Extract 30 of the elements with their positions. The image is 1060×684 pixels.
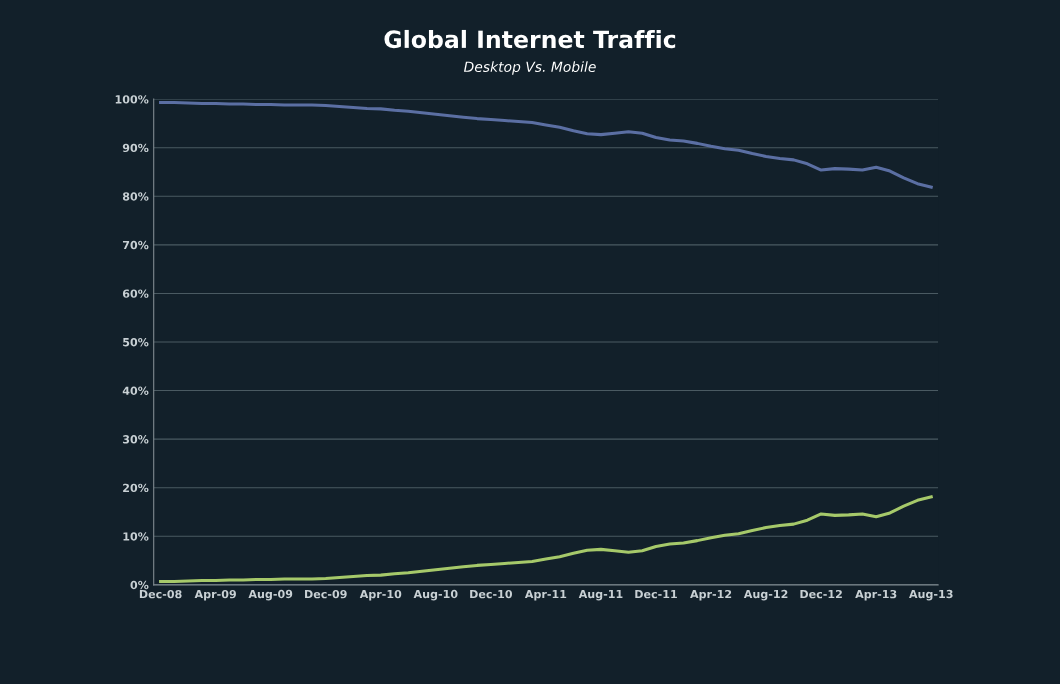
x-tick-label: Dec-11 xyxy=(635,590,677,599)
x-tick-label: Aug-12 xyxy=(743,589,788,601)
y-tick-label: 80% xyxy=(122,192,149,201)
line-series xyxy=(159,495,933,583)
x-tick-label: Dec-09 xyxy=(305,589,347,599)
x-tick-label: Apr-10 xyxy=(359,589,402,601)
line-series xyxy=(159,101,933,189)
x-tick-label: Aug-13 xyxy=(909,589,953,601)
x-tick-label: Aug-09 xyxy=(248,589,293,601)
y-tick-label: 60% xyxy=(122,289,149,298)
y-tick-label: 90% xyxy=(122,143,149,153)
x-tick-label: Aug-11 xyxy=(578,589,623,601)
x-tick-label: Apr-12 xyxy=(690,589,732,601)
y-tick-label: 40% xyxy=(122,386,149,395)
chart-title: Global Internet Traffic xyxy=(384,29,676,49)
x-tick-label: Apr-11 xyxy=(524,590,567,601)
y-tick-label: 20% xyxy=(123,483,149,493)
y-tick-label: 10% xyxy=(123,532,149,541)
x-tick-label: Dec-08 xyxy=(139,589,182,599)
x-tick-label: Apr-09 xyxy=(194,589,236,601)
y-tick-label: 30% xyxy=(122,435,149,444)
y-tick-label: 50% xyxy=(123,337,149,347)
y-tick-label: 70% xyxy=(122,240,149,250)
y-tick-label: 100% xyxy=(115,95,149,104)
chart-subtitle: Desktop Vs. Mobile xyxy=(463,61,596,75)
x-tick-label: Apr-13 xyxy=(855,589,897,601)
y-tick-label: 0% xyxy=(130,580,149,590)
x-tick-label: Dec-12 xyxy=(800,589,842,599)
x-tick-label: Aug-10 xyxy=(413,589,458,601)
x-tick-label: Dec-10 xyxy=(470,589,513,599)
